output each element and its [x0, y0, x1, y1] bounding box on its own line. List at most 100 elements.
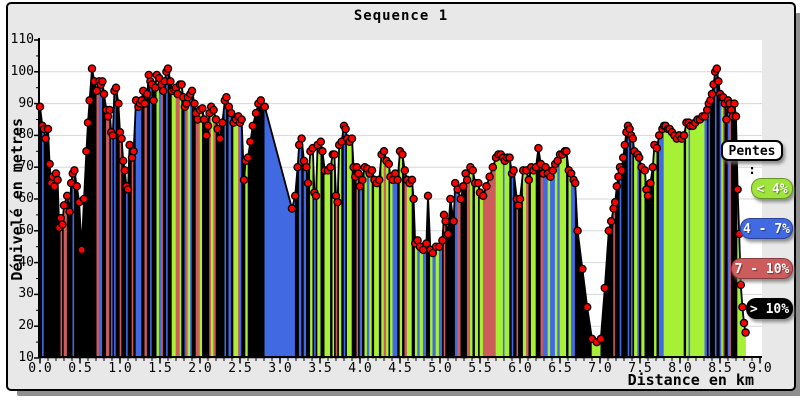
data-point-marker [213, 124, 222, 134]
profile-bar [414, 239, 418, 359]
data-point-marker [582, 302, 592, 312]
profile-bar [252, 113, 257, 359]
legend-item-4-7pct: 4 - 7% [740, 218, 793, 239]
data-point-marker [59, 201, 69, 210]
profile-bar [264, 106, 293, 359]
profile-bar [676, 134, 680, 359]
profile-bar [554, 159, 558, 359]
data-point-marker [318, 147, 327, 156]
data-point-marker [423, 191, 433, 201]
data-point-marker [648, 162, 658, 172]
y-tick-label: 10 [18, 350, 34, 365]
profile-bar [702, 116, 706, 359]
x-tick-label: 8.0 [668, 361, 692, 376]
profile-bar [301, 138, 305, 359]
profile-bar [545, 167, 549, 359]
data-point-marker [311, 191, 321, 201]
data-point-marker [610, 197, 620, 207]
data-point-marker [140, 99, 150, 108]
y-tick-label: 100 [10, 63, 34, 79]
profile-bar [482, 186, 487, 359]
profile-bar [608, 221, 612, 359]
data-point-marker [79, 194, 89, 204]
profile-bar [566, 151, 570, 359]
profile-bar [338, 140, 342, 359]
data-point-markers [35, 64, 750, 347]
profile-bar [671, 131, 675, 359]
data-point-marker [400, 166, 410, 175]
data-point-marker [114, 99, 123, 108]
data-point-marker [72, 182, 82, 191]
data-point-marker [628, 134, 638, 143]
profile-bar [479, 191, 484, 359]
data-point-marker [123, 185, 133, 194]
profile-bar [634, 150, 638, 359]
data-point-marker [422, 239, 431, 248]
profile-bar [230, 113, 234, 359]
y-tick-label: 60 [18, 191, 34, 206]
profile-bar [647, 183, 651, 359]
profile-bar [66, 195, 70, 359]
data-point-marker [573, 226, 582, 236]
profile-bar [454, 182, 458, 359]
data-point-marker [293, 162, 302, 172]
profile-bar [409, 179, 413, 359]
profile-bar [191, 90, 195, 359]
data-point-marker [640, 166, 650, 175]
profile-bar [291, 195, 296, 359]
profile-bar [255, 103, 259, 359]
profile-bar [552, 163, 556, 359]
data-point-marker [524, 175, 534, 185]
data-point-marker [441, 217, 450, 226]
data-point-marker [478, 191, 488, 201]
profile-bar [386, 159, 390, 359]
y-tick-label: 40 [18, 254, 34, 270]
data-point-marker [53, 175, 62, 185]
profile-bar [460, 186, 464, 359]
data-point-marker [438, 236, 447, 245]
data-point-marker [474, 178, 483, 188]
data-point-marker [35, 102, 45, 112]
profile-bar [654, 144, 658, 359]
data-point-marker [374, 175, 384, 185]
data-point-marker [166, 77, 175, 86]
data-point-marker [449, 217, 458, 226]
data-point-marker [407, 175, 417, 185]
data-point-marker [248, 121, 258, 131]
data-point-marker [199, 115, 209, 124]
data-point-marker [215, 134, 225, 143]
profile-bar [509, 157, 513, 359]
profile-bar [486, 176, 490, 359]
data-point-marker [77, 245, 86, 255]
profile-bar [330, 154, 334, 359]
data-point-marker [739, 318, 749, 328]
chart-title: Sequence 1 [353, 8, 449, 24]
data-point-marker [341, 124, 350, 134]
data-point-marker [117, 134, 126, 143]
profile-bar [144, 93, 148, 359]
profile-bar [658, 128, 663, 359]
profile-bar [535, 148, 539, 359]
profile-bar [557, 154, 561, 359]
legend-title: Pentes : [721, 140, 783, 178]
y-tick-label: 110 [10, 32, 34, 47]
data-point-marker [741, 328, 750, 337]
profile-bar [390, 175, 394, 359]
data-point-marker [85, 96, 94, 105]
data-point-marker [218, 118, 227, 127]
data-point-marker [393, 175, 402, 185]
data-point-marker [482, 182, 491, 191]
profile-bar [228, 106, 232, 359]
profile-bar [260, 99, 266, 359]
data-point-marker [149, 96, 158, 105]
profile-bar [394, 173, 398, 359]
data-point-marker [620, 140, 630, 150]
data-point-marker [505, 153, 514, 162]
data-point-marker [187, 86, 197, 96]
profile-bar [371, 170, 375, 359]
profile-bar [349, 137, 353, 359]
data-point-marker [70, 166, 79, 175]
x-tick-label: 4.0 [348, 361, 372, 376]
profile-bar [364, 166, 368, 359]
